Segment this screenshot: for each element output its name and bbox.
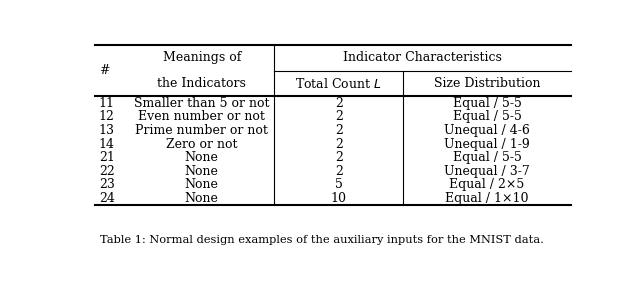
Text: Unequal / 4-6: Unequal / 4-6 — [444, 124, 530, 137]
Text: 12: 12 — [99, 110, 115, 123]
Text: 11: 11 — [99, 97, 115, 110]
Text: Meanings of: Meanings of — [163, 52, 241, 64]
Text: Equal / 2×5: Equal / 2×5 — [449, 178, 525, 192]
Text: Zero or not: Zero or not — [166, 138, 237, 150]
Text: 2: 2 — [335, 110, 342, 123]
Text: Indicator Characteristics: Indicator Characteristics — [343, 52, 502, 64]
Text: None: None — [185, 192, 219, 205]
Text: 23: 23 — [99, 178, 115, 192]
Text: 21: 21 — [99, 151, 115, 164]
Text: Equal / 5-5: Equal / 5-5 — [452, 151, 522, 164]
Text: 10: 10 — [331, 192, 347, 205]
Text: Even number or not: Even number or not — [138, 110, 265, 123]
Text: 14: 14 — [99, 138, 115, 150]
Text: None: None — [185, 165, 219, 178]
Text: Equal / 5-5: Equal / 5-5 — [452, 97, 522, 110]
Text: 2: 2 — [335, 151, 342, 164]
Text: 2: 2 — [335, 124, 342, 137]
Text: 13: 13 — [99, 124, 115, 137]
Text: 24: 24 — [99, 192, 115, 205]
Text: 5: 5 — [335, 178, 342, 192]
Text: 22: 22 — [99, 165, 115, 178]
Text: None: None — [185, 151, 219, 164]
Text: Table 1: Normal design examples of the auxiliary inputs for the MNIST data.: Table 1: Normal design examples of the a… — [100, 235, 544, 245]
Text: Smaller than 5 or not: Smaller than 5 or not — [134, 97, 269, 110]
Text: Equal / 1×10: Equal / 1×10 — [445, 192, 529, 205]
Text: Size Distribution: Size Distribution — [434, 77, 540, 90]
Text: Total Count $L$: Total Count $L$ — [295, 77, 382, 91]
Text: Unequal / 3-7: Unequal / 3-7 — [444, 165, 530, 178]
Text: 2: 2 — [335, 138, 342, 150]
Text: 2: 2 — [335, 97, 342, 110]
Text: Prime number or not: Prime number or not — [135, 124, 268, 137]
Text: 2: 2 — [335, 165, 342, 178]
Text: the Indicators: the Indicators — [157, 77, 246, 90]
Text: None: None — [185, 178, 219, 192]
Text: Unequal / 1-9: Unequal / 1-9 — [444, 138, 530, 150]
Text: Equal / 5-5: Equal / 5-5 — [452, 110, 522, 123]
Text: #: # — [99, 64, 109, 77]
